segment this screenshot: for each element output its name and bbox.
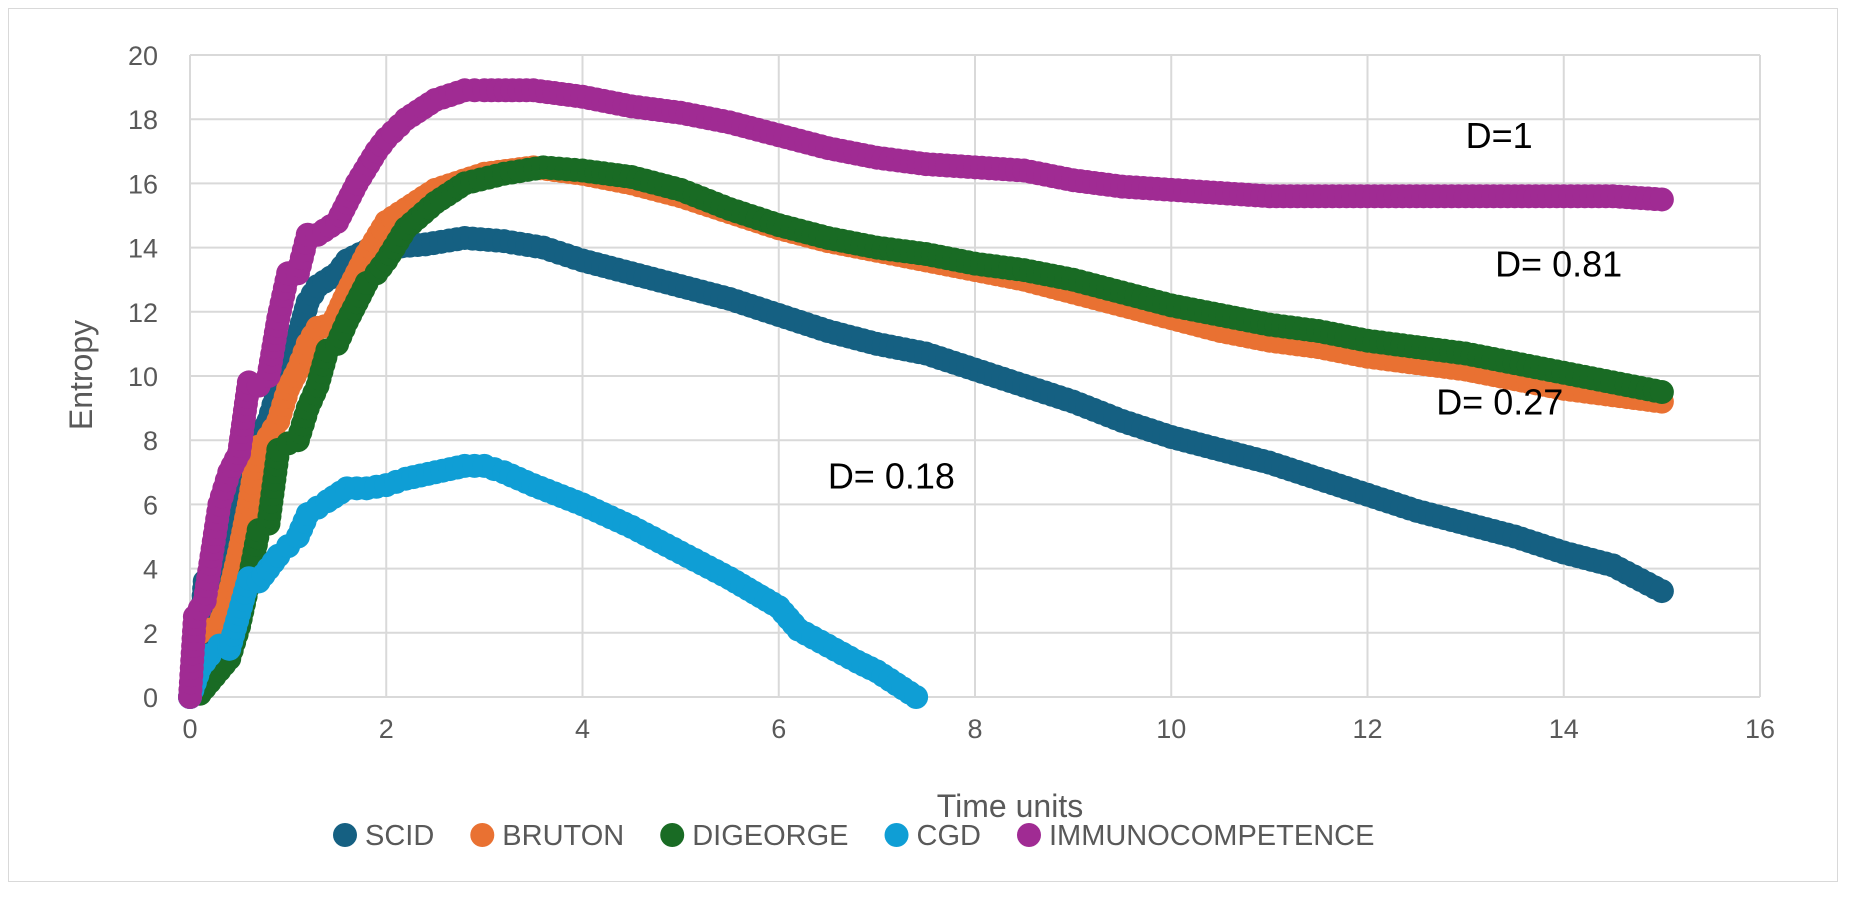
series-cgd (178, 453, 929, 709)
y-axis-ticks: 0 2 4 6 8 10 12 14 16 18 20 (128, 41, 158, 713)
legend-marker (333, 823, 357, 847)
legend-label: IMMUNOCOMPETENCE (1049, 820, 1374, 852)
x-axis-title: Time units (937, 788, 1083, 824)
x-tick-label: 10 (1156, 714, 1186, 744)
data-point (904, 685, 929, 709)
legend-item: CGD (884, 820, 981, 852)
chart-frame (8, 8, 1838, 882)
legend-item: IMMUNOCOMPETENCE (1016, 820, 1374, 852)
y-tick-label: 12 (128, 298, 158, 328)
y-tick-label: 4 (143, 555, 158, 585)
annotation-label: D=1 (1466, 115, 1533, 156)
legend-marker (660, 823, 685, 847)
annotation-label: D= 0.81 (1495, 243, 1622, 284)
legend-marker (1016, 823, 1041, 847)
y-axis-title: Entropy (63, 320, 99, 430)
legend-item: SCID (333, 820, 434, 852)
legend-label: BRUTON (502, 820, 624, 852)
y-tick-label: 18 (128, 105, 158, 135)
legend: SCID BRUTON DIGEORGE CGD IMMUNOCOMPETENCE (333, 820, 1374, 852)
legend-marker (470, 823, 495, 847)
x-tick-label: 2 (379, 714, 394, 744)
legend-label: DIGEORGE (692, 820, 848, 852)
x-tick-label: 0 (182, 714, 197, 744)
annotations: D=1 D= 0.81 D= 0.27 D= 0.18 (828, 115, 1622, 496)
x-tick-label: 12 (1352, 714, 1382, 744)
x-tick-label: 6 (771, 714, 786, 744)
x-tick-label: 14 (1549, 714, 1579, 744)
data-point (1649, 380, 1674, 405)
x-tick-label: 4 (575, 714, 590, 744)
y-tick-label: 20 (128, 41, 158, 71)
y-tick-label: 16 (128, 169, 158, 199)
legend-label: CGD (917, 820, 981, 852)
legend-label: SCID (365, 820, 434, 852)
legend-item: BRUTON (470, 820, 624, 852)
y-tick-label: 10 (128, 362, 158, 392)
y-tick-label: 14 (128, 234, 158, 264)
y-tick-label: 8 (143, 426, 158, 456)
x-tick-label: 16 (1745, 714, 1775, 744)
y-tick-label: 2 (143, 619, 158, 649)
series-digeorge (187, 155, 1674, 706)
legend-item: DIGEORGE (660, 820, 849, 852)
series-immunocompetence (178, 78, 1674, 709)
legend-marker (884, 823, 909, 847)
x-tick-label: 8 (967, 714, 982, 744)
y-tick-label: 0 (143, 683, 158, 713)
annotation-label: D= 0.27 (1436, 382, 1563, 423)
data-series (178, 78, 1674, 709)
annotation-label: D= 0.18 (828, 455, 955, 496)
data-point (1649, 187, 1674, 212)
y-tick-label: 6 (143, 490, 158, 520)
x-axis-ticks: 0 2 4 6 8 10 12 14 16 (182, 714, 1775, 744)
data-point (1649, 579, 1674, 604)
